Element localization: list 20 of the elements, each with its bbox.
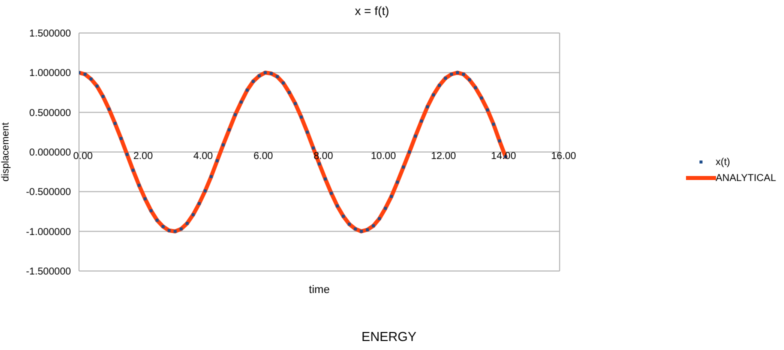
x-axis-title: time	[308, 284, 330, 296]
chart-title: x = f(t)	[354, 4, 390, 18]
x-tick-label: 2.00	[133, 151, 154, 162]
x-tick-label: 6.00	[253, 151, 274, 162]
x-tick-label: 12.00	[430, 151, 456, 162]
y-tick-label: -1.000000	[26, 226, 72, 238]
x-tick-label: 16.00	[551, 151, 577, 162]
x-tick-label: 10.00	[370, 151, 396, 162]
x-tick-label: 4.00	[193, 151, 214, 162]
y-tick-label: -0.500000	[26, 187, 72, 198]
x-tick-label: 0.00	[73, 151, 94, 162]
y-axis-title: displacement	[0, 122, 12, 182]
text: ENERGY	[360, 329, 418, 344]
legend-label: x(t)	[716, 156, 730, 168]
y-tick-label: -1.500000	[26, 266, 72, 278]
y-tick-label: 0.000000	[29, 148, 72, 159]
y-tick-label: 1.500000	[29, 28, 72, 40]
y-tick-label: 0.500000	[29, 108, 72, 119]
y-tick-label: 1.000000	[29, 68, 72, 80]
legend-label: ANALYTICAL	[716, 172, 776, 184]
